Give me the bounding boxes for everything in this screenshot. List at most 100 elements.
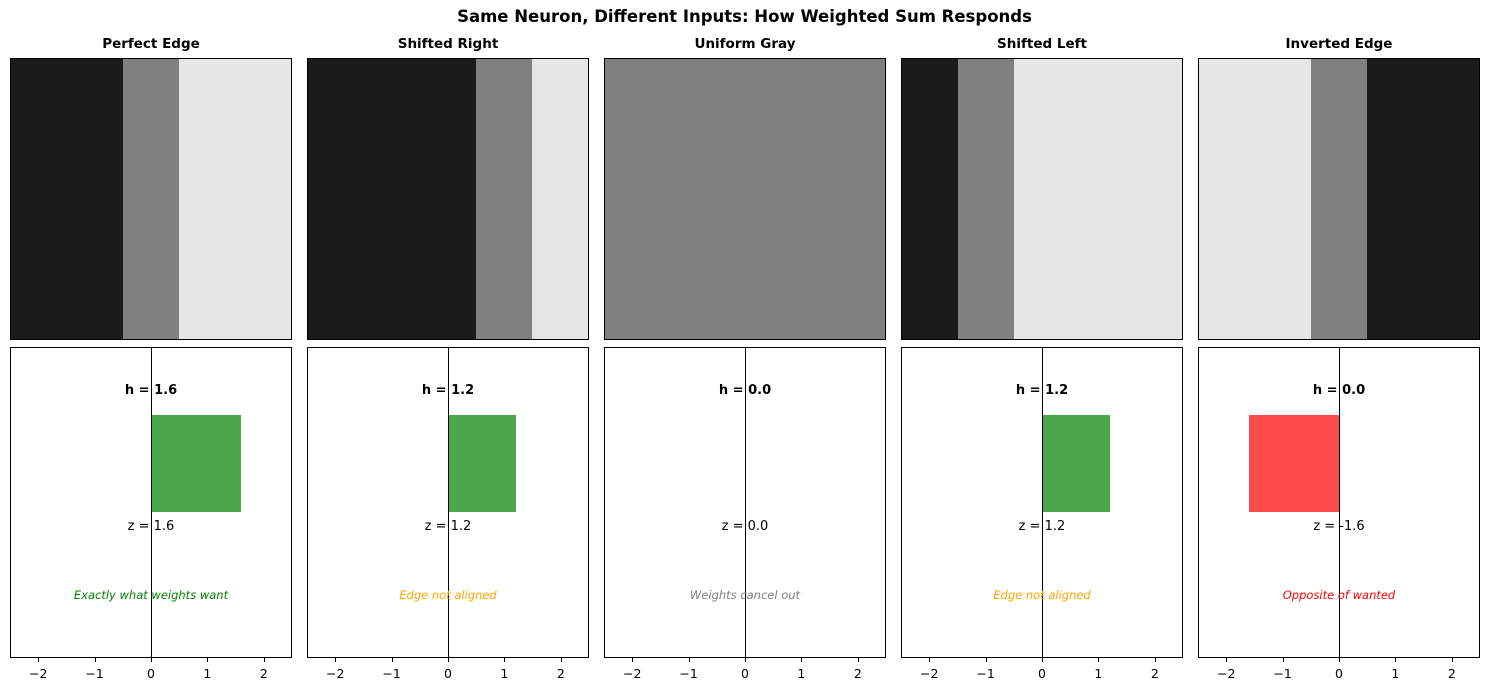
image-pixel-column — [1199, 59, 1255, 339]
x-tick-label: −1 — [679, 666, 698, 681]
x-tick-label: −1 — [85, 666, 104, 681]
input-image — [307, 58, 589, 340]
zero-line — [745, 348, 747, 657]
x-tick-label: −2 — [325, 666, 345, 681]
annotation-note: Edge not aligned — [993, 588, 1091, 602]
z-value-label: z = 0.0 — [721, 519, 769, 534]
x-tick — [448, 658, 449, 662]
zero-line — [448, 348, 450, 657]
weighted-sum-plot: h = 0.0 z = -1.6 Opposite of wanted −2 −1 0 1 2 — [1198, 347, 1480, 681]
h-value-label: h = 0.0 — [718, 383, 772, 398]
panel-shifted-right: Shifted Right h = 1.2 z = 1.2 Edge not alig… — [307, 0, 589, 691]
weighted-sum-plot: h = 1.2 z = 1.2 Edge not aligned −2 −1 0 1 2 — [901, 347, 1183, 681]
annotation-note: Opposite of wanted — [1282, 588, 1396, 602]
x-tick-label: −2 — [28, 666, 48, 681]
x-tick — [857, 658, 859, 662]
x-tick — [1154, 658, 1156, 662]
x-tick — [335, 658, 337, 662]
x-tick-label: −2 — [622, 666, 642, 681]
weighted-sum-plot: h = 0.0 z = 0.0 Weights cancel out −2 −1 0 1 2 — [604, 347, 886, 681]
image-pixel-column — [1014, 59, 1070, 339]
x-tick — [1226, 658, 1228, 662]
zero-line — [151, 348, 153, 657]
x-tick-label: 0 — [147, 666, 155, 681]
image-pixel-column — [420, 59, 476, 339]
x-tick — [985, 658, 987, 662]
x-tick-label: 2 — [556, 666, 565, 681]
image-pixel-column — [308, 59, 364, 339]
h-value-label: h = 1.6 — [124, 383, 178, 398]
z-bar — [448, 415, 516, 512]
z-bar — [1042, 415, 1110, 512]
image-pixel-column — [1255, 59, 1311, 339]
h-value-label: h = 1.2 — [1015, 383, 1069, 398]
x-tick — [263, 658, 265, 662]
panel-shifted-left: Shifted Left h = 1.2 z = 1.2 Edge not align… — [901, 0, 1183, 691]
x-tick-label: 0 — [444, 666, 452, 681]
x-tick-label: 2 — [1150, 666, 1159, 681]
x-tick-label: 0 — [1038, 666, 1046, 681]
image-pixel-column — [1070, 59, 1126, 339]
x-tick — [1282, 658, 1284, 662]
panel-title: Shifted Left — [997, 36, 1087, 52]
weighted-sum-plot: h = 1.6 z = 1.6 Exactly what weights want −… — [10, 347, 292, 681]
image-pixel-column — [717, 59, 773, 339]
x-tick-label: −1 — [1273, 666, 1292, 681]
panel-title: Perfect Edge — [102, 36, 200, 52]
zero-line — [1339, 348, 1341, 657]
image-pixel-column — [902, 59, 958, 339]
x-tick-label: 1 — [1094, 666, 1103, 681]
x-tick-label: 1 — [203, 666, 212, 681]
image-pixel-column — [532, 59, 588, 339]
h-value-label: h = 1.2 — [421, 383, 475, 398]
image-pixel-column — [123, 59, 179, 339]
image-pixel-column — [661, 59, 717, 339]
image-pixel-column — [364, 59, 420, 339]
x-tick — [745, 658, 746, 662]
z-value-label: z = -1.6 — [1313, 519, 1365, 534]
z-bar — [1248, 415, 1339, 512]
image-pixel-column — [829, 59, 885, 339]
x-tick — [1042, 658, 1043, 662]
annotation-note: Edge not aligned — [399, 588, 497, 602]
x-tick-label: −2 — [1216, 666, 1236, 681]
image-pixel-column — [1311, 59, 1367, 339]
x-tick — [1339, 658, 1340, 662]
panel-perfect-edge: Perfect Edge h = 1.6 z = 1.6 Exactly what w… — [10, 0, 292, 691]
image-pixel-column — [605, 59, 661, 339]
panel-uniform-gray: Uniform Gray h = 0.0 z = 0.0 Weights cancel… — [604, 0, 886, 691]
x-tick — [504, 658, 506, 662]
x-tick-label: −1 — [976, 666, 995, 681]
image-pixel-column — [773, 59, 829, 339]
x-tick — [151, 658, 152, 662]
x-tick — [38, 658, 40, 662]
x-tick-label: 2 — [259, 666, 268, 681]
input-image — [10, 58, 292, 340]
h-value-label: h = 0.0 — [1312, 383, 1366, 398]
panel-title: Shifted Right — [397, 36, 499, 52]
x-tick — [929, 658, 931, 662]
x-tick — [632, 658, 634, 662]
image-pixel-column — [1126, 59, 1182, 339]
image-pixel-column — [1367, 59, 1423, 339]
x-tick — [391, 658, 393, 662]
x-tick — [94, 658, 96, 662]
x-tick — [207, 658, 209, 662]
x-tick — [560, 658, 562, 662]
x-tick-label: 1 — [1391, 666, 1400, 681]
z-value-label: z = 1.6 — [127, 519, 175, 534]
x-tick-label: 2 — [1447, 666, 1456, 681]
x-tick — [801, 658, 803, 662]
panel-title: Inverted Edge — [1285, 36, 1393, 52]
x-tick — [688, 658, 690, 662]
input-image — [604, 58, 886, 340]
panel-title: Uniform Gray — [694, 36, 796, 52]
weighted-sum-plot: h = 1.2 z = 1.2 Edge not aligned −2 −1 0 1 2 — [307, 347, 589, 681]
image-pixel-column — [1423, 59, 1479, 339]
x-tick-label: −2 — [919, 666, 939, 681]
x-tick-label: −1 — [382, 666, 401, 681]
x-tick-label: 1 — [797, 666, 806, 681]
x-tick-label: 2 — [853, 666, 862, 681]
x-tick-label: 1 — [500, 666, 509, 681]
figure-title: Same Neuron, Different Inputs: How Weigh… — [457, 7, 1032, 26]
